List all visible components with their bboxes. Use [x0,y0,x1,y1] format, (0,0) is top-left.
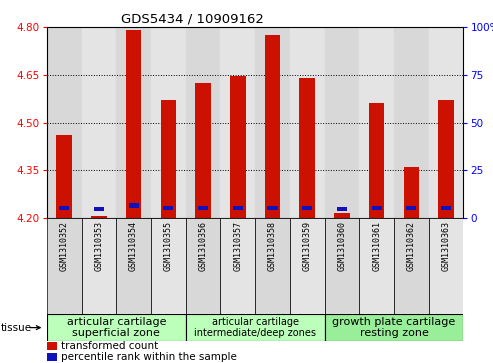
Text: transformed count: transformed count [62,341,159,351]
Bar [116,27,151,218]
Bar [438,100,454,218]
Bar [299,78,315,218]
Bar [394,27,429,218]
Text: GSM1310353: GSM1310353 [94,221,104,271]
Bar [163,206,174,210]
Bar [161,100,176,218]
Bar [359,218,394,314]
Bar [186,218,220,314]
Text: GSM1310356: GSM1310356 [199,221,208,271]
Text: GSM1310362: GSM1310362 [407,221,416,271]
Bar [220,27,255,218]
Bar [334,213,350,218]
Bar [81,218,116,314]
Bar [369,103,385,218]
Bar [129,203,139,208]
Bar [359,27,394,218]
Bar [47,353,57,361]
Bar [220,218,255,314]
Text: GSM1310358: GSM1310358 [268,221,277,271]
Text: GSM1310363: GSM1310363 [442,221,451,271]
Bar [91,216,106,218]
Text: articular cartilage
superficial zone: articular cartilage superficial zone [67,317,166,338]
Bar [394,218,429,314]
Bar [59,206,70,210]
Bar [324,218,359,314]
Bar [56,135,72,218]
Text: percentile rank within the sample: percentile rank within the sample [62,352,237,362]
Text: GSM1310360: GSM1310360 [337,221,347,271]
Text: GSM1310354: GSM1310354 [129,221,138,271]
Text: GSM1310357: GSM1310357 [233,221,242,271]
Bar [233,206,243,210]
Text: GSM1310359: GSM1310359 [303,221,312,271]
Bar [324,314,463,341]
Bar [230,77,246,218]
Text: GSM1310361: GSM1310361 [372,221,381,271]
Bar [47,314,186,341]
Bar [337,207,347,211]
Bar [116,218,151,314]
Text: GSM1310352: GSM1310352 [60,221,69,271]
Text: GSM1310355: GSM1310355 [164,221,173,271]
Text: articular cartilage
intermediate/deep zones: articular cartilage intermediate/deep zo… [194,317,316,338]
Bar [324,27,359,218]
Bar [267,206,278,210]
Bar [94,207,104,211]
Bar [151,27,186,218]
Bar [186,314,324,341]
Bar [255,27,290,218]
Bar [406,206,417,210]
Bar [290,218,324,314]
Bar [290,27,324,218]
Bar [47,27,81,218]
Bar [186,27,220,218]
Bar [404,167,419,218]
Bar [372,206,382,210]
Bar [195,83,211,218]
Bar [81,27,116,218]
Bar [302,206,312,210]
Text: GDS5434 / 10909162: GDS5434 / 10909162 [121,13,264,26]
Bar [151,218,186,314]
Bar [255,218,290,314]
Bar [47,342,57,350]
Bar [441,206,451,210]
Bar [198,206,208,210]
Bar [429,27,463,218]
Bar [429,218,463,314]
Bar [126,30,141,218]
Text: tissue: tissue [1,323,32,333]
Bar [47,218,81,314]
Bar [265,35,281,218]
Text: growth plate cartilage
resting zone: growth plate cartilage resting zone [332,317,456,338]
